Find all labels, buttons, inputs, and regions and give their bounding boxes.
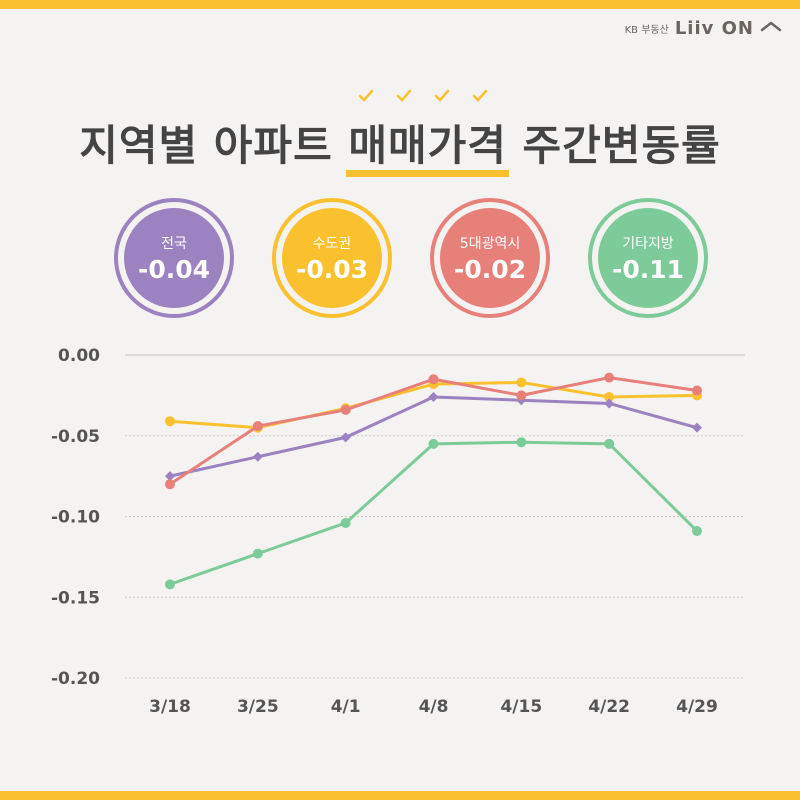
data-point bbox=[340, 517, 351, 528]
page-title: 지역별 아파트 매매가격 주간변동률 bbox=[0, 112, 800, 177]
check-icon bbox=[434, 89, 450, 102]
data-point bbox=[692, 385, 702, 396]
line-chart: 0.00 -0.05 -0.10 -0.15 -0.20 3/18 3/25 4/1 4/8 4/… bbox=[51, 346, 745, 717]
badge-inner: 기타지방 -0.11 bbox=[598, 208, 698, 308]
data-point bbox=[428, 438, 439, 449]
y-tick-label: -0.10 bbox=[51, 508, 100, 528]
brand-logo: KB 부동산 Liiv ON bbox=[625, 18, 782, 39]
brand-logo-text: Liiv ON bbox=[674, 18, 754, 39]
x-tick-label: 3/18 bbox=[149, 697, 191, 717]
y-tick-label: -0.20 bbox=[51, 669, 100, 689]
data-point bbox=[516, 390, 527, 401]
badge-value: -0.04 bbox=[137, 254, 211, 284]
check-icon bbox=[358, 89, 374, 102]
data-point bbox=[428, 391, 439, 402]
badge-metro-cities: 5대광역시 -0.02 bbox=[430, 198, 550, 318]
data-point bbox=[516, 377, 527, 388]
title-pre: 지역별 아파트 bbox=[79, 121, 349, 170]
brand-prefix: KB 부동산 bbox=[624, 25, 669, 36]
badge-value: -0.02 bbox=[453, 254, 527, 284]
data-point bbox=[604, 438, 615, 449]
data-point bbox=[340, 432, 351, 443]
x-tick-label: 4/1 bbox=[331, 697, 361, 717]
data-point bbox=[604, 391, 615, 402]
home-icon bbox=[760, 21, 782, 31]
badge-inner: 전국 -0.04 bbox=[124, 208, 224, 308]
badge-label: 전국 bbox=[161, 235, 187, 252]
data-point bbox=[692, 422, 702, 433]
data-point bbox=[428, 374, 439, 385]
badge-value: -0.03 bbox=[295, 254, 369, 284]
data-point bbox=[252, 451, 263, 462]
y-tick-label: 0.00 bbox=[58, 346, 100, 366]
data-point bbox=[340, 404, 351, 415]
x-tick-label: 3/25 bbox=[237, 697, 279, 717]
data-point bbox=[604, 372, 615, 383]
check-icon bbox=[472, 89, 488, 102]
y-tick-label: -0.05 bbox=[51, 427, 100, 447]
title-highlight: 매매가격 bbox=[346, 112, 509, 177]
data-point bbox=[165, 471, 175, 482]
top-accent-bar bbox=[0, 0, 800, 9]
y-tick-label: -0.15 bbox=[51, 588, 100, 608]
badge-value: -0.11 bbox=[611, 254, 685, 284]
data-point bbox=[165, 479, 175, 490]
badge-row: 전국 -0.04 수도권 -0.03 5대광역시 -0.02 기타지방 -0.11 bbox=[114, 198, 708, 318]
data-point bbox=[252, 548, 263, 559]
title-post: 주간변동률 bbox=[506, 121, 721, 170]
x-tick-label: 4/8 bbox=[419, 697, 449, 717]
data-point bbox=[692, 526, 702, 537]
x-tick-label: 4/29 bbox=[676, 697, 718, 717]
check-icon bbox=[396, 89, 412, 102]
data-point bbox=[165, 579, 175, 590]
badge-capital-area: 수도권 -0.03 bbox=[272, 198, 392, 318]
x-tick-label: 4/15 bbox=[500, 697, 542, 717]
data-point bbox=[604, 398, 615, 409]
badge-label: 수도권 bbox=[312, 235, 352, 252]
data-point bbox=[516, 437, 527, 448]
badge-label: 기타지방 bbox=[622, 235, 674, 252]
data-point bbox=[165, 416, 175, 427]
x-tick-label: 4/22 bbox=[588, 697, 630, 717]
check-marks bbox=[358, 88, 488, 104]
data-point bbox=[252, 421, 263, 432]
badge-label: 5대광역시 bbox=[459, 235, 521, 252]
badge-national: 전국 -0.04 bbox=[114, 198, 234, 318]
badge-other-regions: 기타지방 -0.11 bbox=[588, 198, 708, 318]
bottom-accent-bar bbox=[0, 791, 800, 800]
badge-inner: 수도권 -0.03 bbox=[282, 208, 382, 308]
badge-inner: 5대광역시 -0.02 bbox=[440, 208, 540, 308]
